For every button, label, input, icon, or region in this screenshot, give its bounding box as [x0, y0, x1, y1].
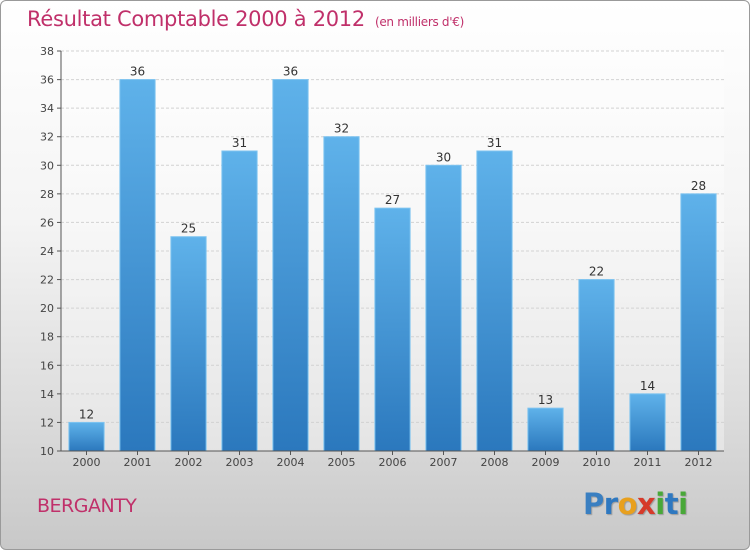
x-tick-label: 2010 [583, 456, 611, 469]
y-tick-label: 24 [40, 245, 54, 258]
bar [578, 279, 615, 452]
bar-value-label: 22 [589, 265, 604, 279]
x-tick-label: 2011 [634, 456, 662, 469]
y-axis: 10 12 14 16 18 20 22 24 26 28 30 32 34 36 38 [40, 45, 62, 458]
bar-value-label: 13 [538, 393, 553, 407]
y-tick-label: 10 [40, 445, 54, 458]
logo-letter: o [617, 487, 638, 521]
bar-value-label: 31 [232, 136, 247, 150]
x-tick-label: 2006 [379, 456, 407, 469]
bar [272, 79, 309, 452]
bar-value-label: 25 [181, 222, 196, 236]
y-tick-label: 18 [40, 331, 54, 344]
y-tick-label: 12 [40, 416, 54, 429]
bar-value-label: 28 [691, 179, 706, 193]
x-axis: 2000 2001 2002 2003 2004 2005 2006 2007 2008 2009… [61, 450, 724, 469]
x-tick-label: 2009 [532, 456, 560, 469]
bar-value-label: 27 [385, 193, 400, 207]
x-tick-label: 2000 [73, 456, 101, 469]
y-tick-label: 20 [40, 302, 54, 315]
y-tick-label: 16 [40, 359, 54, 372]
logo-letter: r [603, 487, 618, 521]
bar-value-label: 36 [130, 65, 145, 79]
logo-letter: t [664, 487, 679, 521]
chart-title-text: Résultat Comptable 2000 à 2012 [27, 7, 365, 31]
y-tick-label: 38 [40, 45, 54, 58]
bar [680, 193, 717, 452]
bar-value-label: 36 [283, 65, 298, 79]
commune-name: BERGANTY [37, 495, 137, 517]
logo-letter: x [637, 487, 656, 521]
logo-letter: P [583, 487, 604, 521]
y-tick-label: 28 [40, 188, 54, 201]
x-tick-label: 2005 [328, 456, 356, 469]
chart-subtitle: (en milliers d'€) [374, 15, 464, 29]
y-tick-label: 34 [40, 102, 54, 115]
bar-value-label: 14 [640, 379, 655, 393]
y-tick-label: 36 [40, 74, 54, 87]
x-tick-label: 2004 [277, 456, 305, 469]
y-tick-label: 14 [40, 388, 54, 401]
logo-letter: i [678, 487, 688, 521]
x-tick-label: 2002 [175, 456, 203, 469]
bar [425, 164, 462, 452]
y-tick-label: 26 [40, 216, 54, 229]
x-tick-label: 2007 [430, 456, 458, 469]
bar-value-label: 32 [334, 122, 349, 136]
bar [527, 407, 564, 452]
x-tick-label: 2003 [226, 456, 254, 469]
bar [476, 150, 513, 452]
x-tick-label: 2008 [481, 456, 509, 469]
x-tick-label: 2012 [685, 456, 713, 469]
bar [170, 236, 207, 452]
bar [323, 136, 360, 452]
bar [68, 421, 105, 452]
bar [221, 150, 258, 452]
bars: 12 36 25 31 36 32 27 30 31 13 22 14 28 [68, 65, 717, 452]
proxiti-logo: Proxiti [583, 487, 688, 521]
bar [374, 207, 411, 452]
y-tick-label: 30 [40, 159, 54, 172]
y-tick-label: 32 [40, 131, 54, 144]
x-tick-label: 2001 [124, 456, 152, 469]
bar [629, 393, 666, 452]
bar [119, 79, 156, 452]
bar-value-label: 31 [487, 136, 502, 150]
y-tick-label: 22 [40, 274, 54, 287]
logo-letter: i [655, 487, 665, 521]
bar-value-label: 30 [436, 150, 451, 164]
bar-value-label: 12 [79, 407, 94, 421]
chart-title: Résultat Comptable 2000 à 2012 (en millie… [27, 7, 464, 31]
